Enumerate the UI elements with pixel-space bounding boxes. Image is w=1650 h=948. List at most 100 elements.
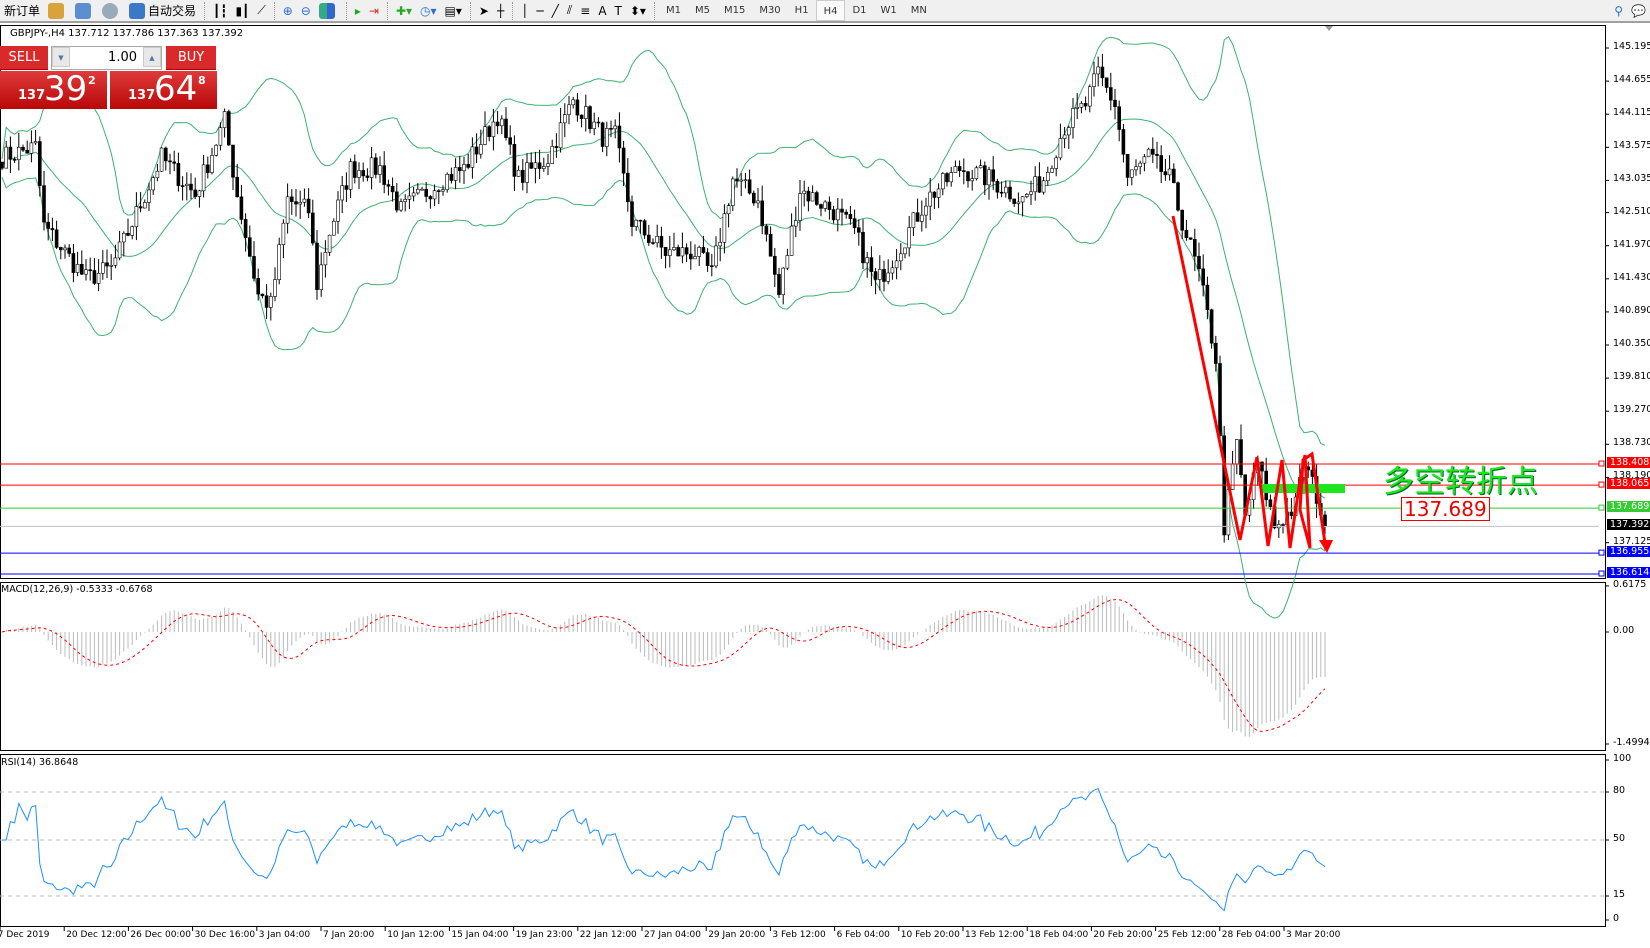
- candle-body: [420, 188, 424, 191]
- candle-body: [189, 183, 193, 191]
- candle-body: [583, 106, 588, 119]
- annotation-text[interactable]: 多空转折点: [1383, 464, 1538, 500]
- candle-body: [537, 162, 542, 169]
- timeframe-mn[interactable]: MN: [910, 5, 927, 16]
- text-icon: A: [598, 3, 607, 18]
- candle-body: [609, 128, 613, 130]
- tile-windows-button[interactable]: [315, 0, 342, 21]
- candle-body: [1029, 191, 1033, 195]
- candle-body: [445, 173, 450, 190]
- periods-button[interactable]: ◷▾: [416, 0, 441, 21]
- candle-body: [432, 190, 437, 200]
- crosshair-button[interactable]: ┼: [493, 0, 508, 21]
- candle-body: [1323, 514, 1327, 527]
- candle-body: [88, 269, 92, 272]
- time-axis-label: 29 Jan 20:00: [708, 930, 766, 940]
- candle-body: [827, 201, 832, 210]
- zoom-in-button[interactable]: ⊕: [279, 0, 297, 21]
- candle-body: [415, 188, 420, 194]
- zoom-out-button[interactable]: ⊖: [297, 0, 315, 21]
- time-axis-label: 20 Feb 20:00: [1093, 930, 1153, 940]
- bar-chart-button[interactable]: ┃┇: [209, 0, 231, 21]
- candle-body: [571, 99, 576, 106]
- timeframe-d1[interactable]: D1: [852, 5, 867, 16]
- candle-body: [1209, 309, 1214, 344]
- candle-body: [508, 137, 513, 145]
- lot-increase-button[interactable]: ▲: [143, 47, 161, 67]
- chart-shift-button[interactable]: ⇥: [365, 0, 383, 21]
- candle-body: [730, 178, 735, 207]
- timeframe-h1[interactable]: H1: [794, 5, 809, 16]
- annotation-price-label[interactable]: 137.689: [1401, 497, 1490, 521]
- auto-trading-button[interactable]: 自动交易: [125, 0, 200, 21]
- candle-body: [835, 208, 840, 221]
- candle-body: [991, 169, 996, 182]
- timeframe-w1[interactable]: W1: [880, 5, 897, 16]
- chart-area[interactable]: [0, 25, 1650, 948]
- candle-body: [604, 128, 609, 147]
- timeframe-m30[interactable]: M30: [759, 5, 781, 16]
- candle-body: [793, 220, 798, 227]
- rsi-axis-label: 0: [1613, 913, 1620, 924]
- price-level-label: 137.392: [1607, 519, 1650, 531]
- text-button[interactable]: A: [594, 0, 610, 21]
- lot-decrease-button[interactable]: ▼: [52, 47, 70, 67]
- signals-button[interactable]: [98, 0, 125, 21]
- arrows-button[interactable]: ⬍▾: [626, 0, 650, 21]
- autoscroll-button[interactable]: ▸: [351, 0, 365, 21]
- candle-body: [478, 144, 483, 155]
- rsi-label: RSI(14) 36.8648: [1, 757, 79, 768]
- buy-price-button[interactable]: 137 64 8: [110, 69, 217, 109]
- vertical-line-button[interactable]: │: [517, 0, 532, 21]
- candle-body: [823, 201, 828, 209]
- candle-body: [970, 178, 975, 182]
- candle-body: [684, 247, 689, 255]
- candle-body: [953, 166, 958, 173]
- level-handle: [1598, 570, 1605, 577]
- candle-body: [722, 213, 727, 243]
- fibonacci-button[interactable]: ≡: [576, 0, 594, 21]
- candle-body: [399, 201, 403, 211]
- time-axis-label: 26 Dec 00:00: [130, 930, 191, 940]
- search-button[interactable]: ⚲: [1610, 0, 1627, 21]
- sell-price-button[interactable]: 137 39 2: [0, 69, 107, 109]
- timeframe-h4[interactable]: H4: [815, 0, 846, 21]
- bar-chart-icon: ┃┇: [213, 3, 228, 18]
- candle-body: [37, 141, 42, 186]
- horizontal-line-button[interactable]: ─: [532, 0, 547, 21]
- candle-body: [21, 146, 25, 151]
- indicators-button[interactable]: ✚▾: [392, 0, 416, 21]
- candle-body: [554, 146, 559, 149]
- bollinger-upper: [1, 36, 1326, 446]
- sell-button[interactable]: SELL: [0, 46, 48, 70]
- price-axis-label: 144.115: [1613, 107, 1650, 119]
- cursor-button[interactable]: ➤: [475, 0, 493, 21]
- terminal-button[interactable]: [71, 0, 98, 21]
- candle-body: [966, 171, 970, 182]
- candle-body: [428, 196, 433, 200]
- candle-body: [1025, 194, 1029, 197]
- channel-button[interactable]: ⫽: [563, 0, 576, 21]
- timeframe-m15[interactable]: M15: [723, 5, 746, 16]
- candle-body: [0, 161, 4, 169]
- candle-body: [579, 114, 584, 119]
- candle-body: [772, 255, 777, 275]
- price-axis-label: 138.730: [1613, 437, 1650, 449]
- candle-body: [71, 253, 76, 273]
- candle-body: [281, 222, 286, 245]
- timeframe-m5[interactable]: M5: [694, 5, 710, 16]
- candle-body: [777, 274, 781, 295]
- line-chart-button[interactable]: ⟋: [253, 0, 269, 21]
- history-button[interactable]: [44, 0, 71, 21]
- timeframe-m1[interactable]: M1: [665, 5, 681, 16]
- chat-button[interactable]: 💬: [1627, 0, 1650, 21]
- templates-button[interactable]: ▤▾: [441, 0, 466, 21]
- time-axis-label: 10 Jan 12:00: [387, 930, 445, 940]
- candle-chart-button[interactable]: ▮┃: [231, 0, 253, 21]
- time-axis-label: 3 Jan 04:00: [258, 930, 311, 940]
- buy-button[interactable]: BUY: [166, 46, 216, 70]
- new-order-button[interactable]: 新订单: [0, 0, 44, 21]
- candle-body: [726, 205, 731, 215]
- trendline-button[interactable]: ╱: [548, 0, 563, 21]
- label-button[interactable]: T: [611, 0, 626, 21]
